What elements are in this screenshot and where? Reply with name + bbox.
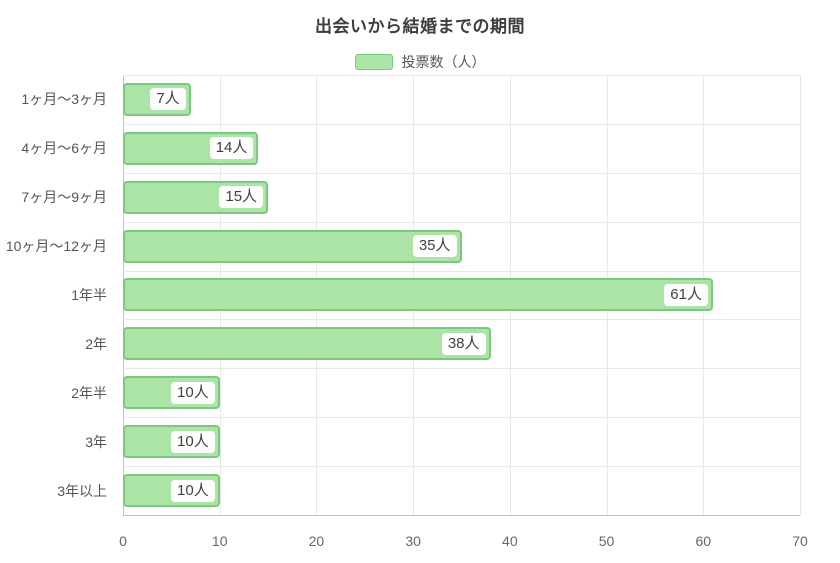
y-axis-label: 3年 xyxy=(85,433,107,450)
bar-row: 7人 xyxy=(123,75,800,124)
bar: 38人 xyxy=(123,327,491,361)
gridline-horizontal xyxy=(123,319,800,321)
bar-row: 10人 xyxy=(123,466,800,515)
gridline-horizontal xyxy=(123,123,800,125)
x-tick-label: 30 xyxy=(405,533,421,549)
y-axis-label: 4ヶ月〜6ヶ月 xyxy=(21,140,107,157)
legend-item[interactable]: 投票数（人） xyxy=(0,52,840,72)
bar: 10人 xyxy=(123,425,220,459)
chart-title: 出会いから結婚までの期間 xyxy=(315,17,525,36)
value-label: 38人 xyxy=(441,332,486,355)
gridline-horizontal xyxy=(123,515,800,516)
legend-swatch-icon xyxy=(354,54,393,70)
y-axis-label: 2年半 xyxy=(71,384,107,401)
gridline-horizontal xyxy=(123,368,800,370)
gridline-horizontal xyxy=(123,172,800,174)
y-axis-label: 3年以上 xyxy=(57,482,107,499)
legend-label: 投票数（人） xyxy=(401,54,486,70)
bar: 10人 xyxy=(123,474,220,508)
x-tick-label: 20 xyxy=(308,533,325,549)
gridline-horizontal xyxy=(123,75,800,76)
y-axis-labels: 1ヶ月〜3ヶ月 4ヶ月〜6ヶ月 7ヶ月〜9ヶ月 10ヶ月〜12ヶ月 1年半 2年 2年半 3年… xyxy=(0,75,115,515)
y-axis-label: 2年 xyxy=(85,335,107,352)
x-tick-label: 40 xyxy=(502,533,518,549)
value-label: 14人 xyxy=(209,137,254,160)
value-label: 10人 xyxy=(171,479,215,502)
y-axis-label: 1年半 xyxy=(71,287,107,303)
value-label: 7人 xyxy=(150,88,186,111)
y-axis-label: 7ヶ月〜9ヶ月 xyxy=(21,189,107,206)
bar: 10人 xyxy=(123,376,220,410)
x-tick-label: 60 xyxy=(695,533,712,549)
x-tick-label: 50 xyxy=(598,533,615,549)
value-label: 61人 xyxy=(664,283,708,306)
bar: 15人 xyxy=(123,180,269,214)
value-label: 10人 xyxy=(171,430,215,453)
y-axis-label: 1ヶ月〜3ヶ月 xyxy=(21,91,107,108)
bar-row: 10人 xyxy=(123,417,800,466)
gridline-horizontal xyxy=(123,221,800,223)
value-label: 15人 xyxy=(219,186,264,209)
bar-row: 61人 xyxy=(123,271,800,320)
value-label: 35人 xyxy=(412,235,457,258)
gridline-horizontal xyxy=(123,466,800,468)
gridline-horizontal xyxy=(123,417,800,419)
x-tick-label: 0 xyxy=(119,533,127,549)
x-axis-labels: 0 10 20 30 40 50 60 70 xyxy=(119,531,808,551)
x-tick-label: 70 xyxy=(792,533,808,549)
value-label: 10人 xyxy=(171,381,215,404)
bar: 61人 xyxy=(123,278,713,312)
bar-row: 15人 xyxy=(123,173,800,222)
bar-row: 35人 xyxy=(123,222,800,271)
bar-row: 14人 xyxy=(123,124,800,173)
bar-row: 38人 xyxy=(123,319,800,368)
bar-row: 10人 xyxy=(123,368,800,417)
plot-area: 7人 14人 15人 35人 61人 38人 10人 10人 10人 xyxy=(123,75,801,516)
x-tick-label: 10 xyxy=(211,533,228,549)
bar: 7人 xyxy=(123,82,191,116)
y-axis-label: 10ヶ月〜12ヶ月 xyxy=(5,238,107,255)
bar: 14人 xyxy=(123,131,259,165)
gridline-horizontal xyxy=(123,270,800,272)
gridline-vertical xyxy=(800,75,801,515)
bar: 35人 xyxy=(123,229,462,263)
